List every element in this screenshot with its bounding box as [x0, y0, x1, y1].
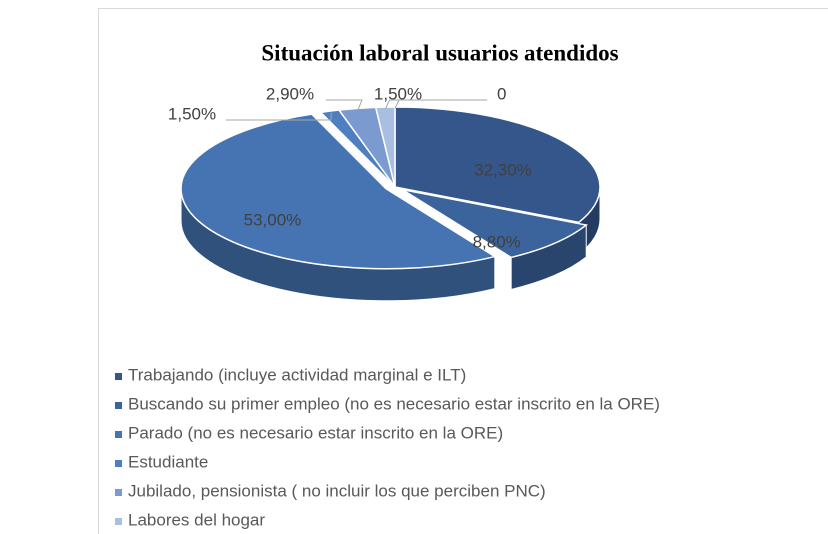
legend-swatch	[115, 518, 122, 525]
data-label: 53,00%	[244, 210, 302, 229]
leader-line	[394, 99, 487, 109]
data-label: 2,90%	[266, 84, 314, 103]
legend-swatch	[115, 431, 122, 438]
pie-slice	[374, 106, 396, 188]
legend-label: Labores del hogar	[128, 510, 265, 529]
legend-swatch	[115, 489, 122, 496]
legend-swatch	[115, 460, 122, 467]
leader-line	[326, 99, 363, 111]
pie-slice	[402, 188, 588, 259]
legend-label: Buscando su primer empleo (no es necesar…	[128, 394, 660, 413]
pie-slice	[180, 113, 497, 270]
data-label: 8,80%	[473, 232, 521, 251]
chart-frame	[98, 8, 828, 534]
legend-label: Parado (no es necesario estar inscrito e…	[128, 423, 503, 442]
legend-swatch	[115, 402, 122, 409]
legend-label: Trabajando (incluye actividad marginal e…	[128, 365, 466, 384]
legend-swatch	[115, 373, 122, 380]
data-label: 0	[497, 84, 506, 103]
data-label: 1,50%	[374, 84, 422, 103]
chart-title: Situación laboral usuarios atendidos	[261, 40, 618, 65]
leader-line	[226, 112, 332, 121]
legend-label: Estudiante	[128, 452, 208, 471]
data-label: 1,50%	[168, 104, 216, 123]
legend-label: Jubilado, pensionista ( no incluir los q…	[128, 481, 546, 500]
data-label: 32,30%	[474, 160, 532, 179]
pie-slice	[394, 106, 601, 224]
